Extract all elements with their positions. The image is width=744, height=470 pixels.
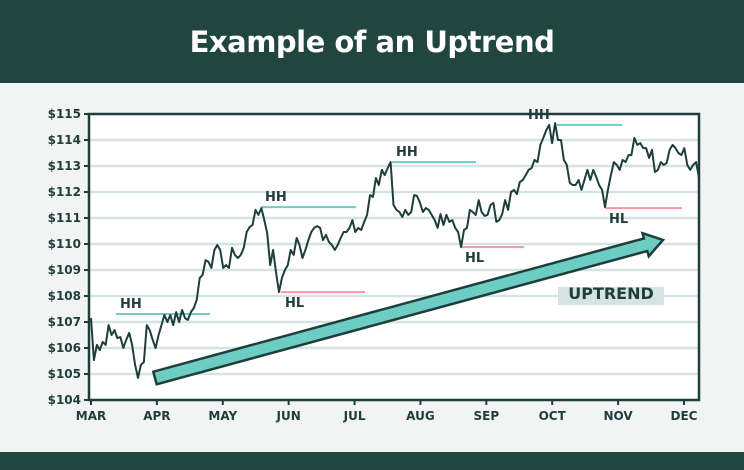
x-tick-label: JUN (276, 409, 301, 423)
x-tick-label: DEC (671, 409, 698, 423)
trend-arrow (151, 231, 666, 386)
x-tick-label: AUG (406, 409, 435, 423)
price-series-line (90, 122, 700, 379)
annotation-label-hl: HL (465, 251, 484, 266)
annotation-label-hl: HL (285, 296, 304, 311)
y-tick-label: $111 (48, 211, 81, 225)
y-tick-label: $110 (48, 237, 81, 251)
footer-band (0, 452, 744, 470)
annotation-label-hh: HH (265, 190, 287, 205)
x-tick-label: OCT (539, 409, 567, 423)
y-tick-label: $115 (48, 107, 81, 121)
annotation-label-hh: HH (528, 108, 550, 123)
annotation-label-hh: HH (120, 297, 142, 312)
annotation-label-hl: HL (609, 212, 628, 227)
y-tick-label: $105 (48, 367, 81, 381)
page-title: Example of an Uptrend (189, 24, 555, 59)
header-banner: Example of an Uptrend (0, 0, 744, 83)
y-tick-label: $107 (48, 315, 81, 329)
uptrend-label: UPTREND (568, 284, 654, 303)
x-tick-label: MAY (208, 409, 237, 423)
x-tick-label: JUL (343, 409, 366, 423)
x-tick-label: SEP (474, 409, 500, 423)
y-tick-label: $112 (48, 185, 81, 199)
annotation-label-hh: HH (396, 145, 418, 160)
y-tick-label: $109 (48, 263, 81, 277)
y-tick-label: $104 (48, 393, 81, 407)
x-tick-label: APR (143, 409, 170, 423)
y-tick-label: $108 (48, 289, 81, 303)
y-tick-label: $113 (48, 159, 81, 173)
uptrend-label-bg (558, 287, 664, 305)
plot-border (87, 112, 701, 402)
y-tick-label: $106 (48, 341, 81, 355)
x-tick-label: NOV (604, 409, 634, 423)
y-tick-label: $114 (48, 133, 81, 147)
x-tick-label: MAR (76, 409, 106, 423)
